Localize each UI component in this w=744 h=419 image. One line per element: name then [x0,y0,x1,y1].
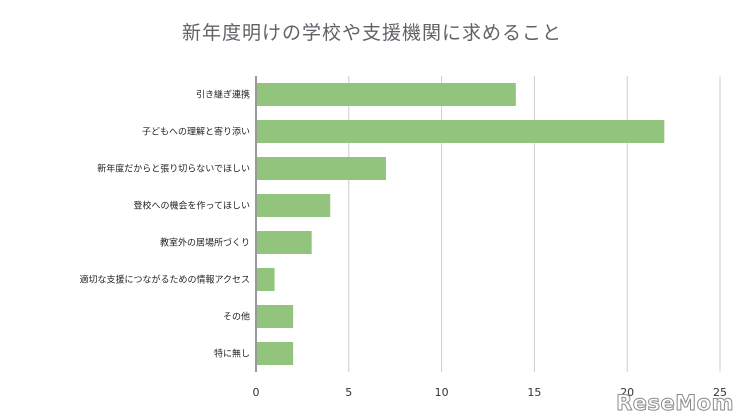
x-tick-label: 5 [345,386,352,399]
x-tick-labels: 0 5 10 15 20 25 [253,386,728,399]
bars [257,83,665,365]
x-tick-label: 25 [713,386,727,399]
category-label: 子どもへの理解と寄り添い [142,126,250,138]
category-label: 新年度だからと張り切らないでほしい [97,163,250,175]
bar [257,342,294,365]
x-tick-label: 20 [620,386,634,399]
category-label: 教室外の居場所づくり [160,237,250,249]
bar [257,194,331,217]
x-tick-label: 10 [435,386,449,399]
bar [257,83,516,106]
chart-title: 新年度明けの学校や支援機関に求めること [181,22,562,44]
x-tick-label: 0 [253,386,260,399]
bar [257,231,312,254]
grid-lines [255,76,721,372]
category-label: 登校への機会を作ってほしい [133,200,250,212]
resemom-logo: ReseMom [616,391,734,416]
category-label: 特に無し [214,348,250,360]
x-tick-label: 15 [527,386,541,399]
bar [257,120,665,143]
category-labels: 引き継ぎ連携子どもへの理解と寄り添い新年度だからと張り切らないでほしい登校への機… [79,89,250,360]
bar [257,157,386,180]
category-label: 適切な支援につながるための情報アクセス [79,274,250,286]
bar [257,305,294,328]
category-label: その他 [223,311,250,323]
category-label: 引き継ぎ連携 [196,89,250,101]
bar [257,268,275,291]
